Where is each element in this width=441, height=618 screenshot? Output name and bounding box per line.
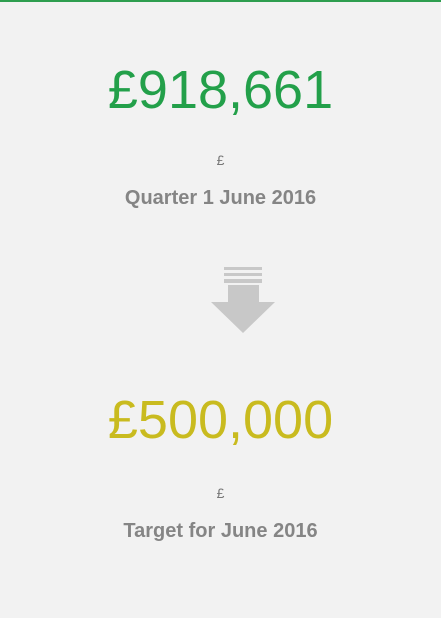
actual-label: Quarter 1 June 2016 [124, 187, 317, 209]
actual-unit: £ [216, 152, 225, 168]
target-unit: £ [216, 485, 225, 501]
down-arrow [211, 267, 275, 333]
target-label: Target for June 2016 [123, 520, 318, 542]
actual-value: £918,661 [107, 60, 334, 120]
target-value: £500,000 [107, 390, 334, 450]
